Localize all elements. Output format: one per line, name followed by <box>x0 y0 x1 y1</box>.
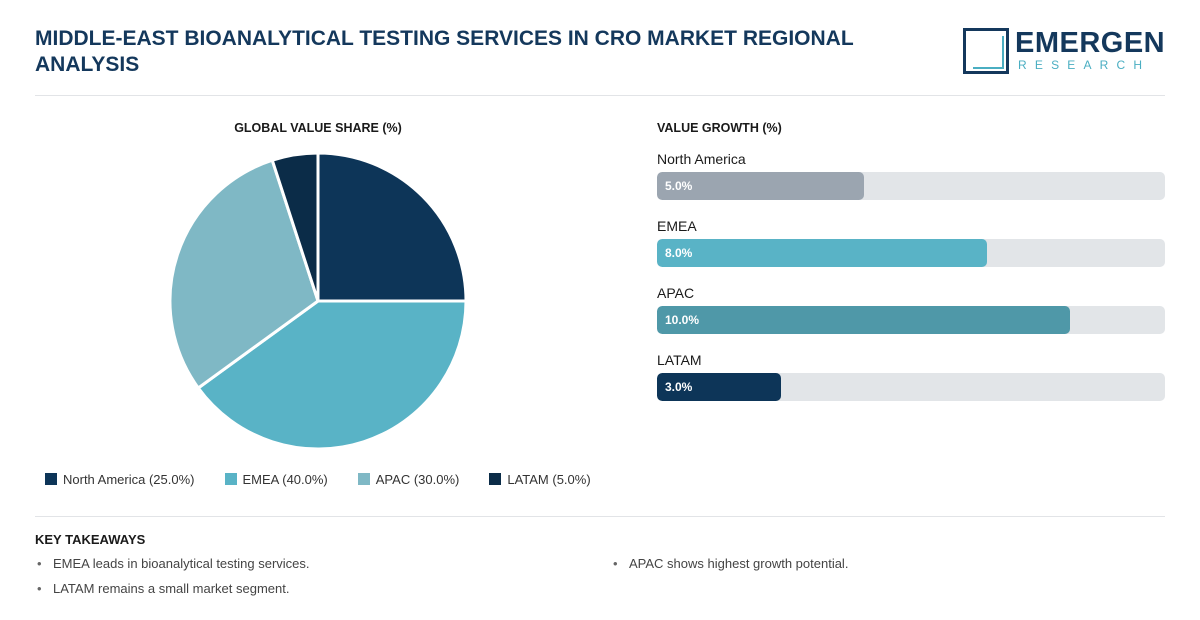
legend-label: EMEA (40.0%) <box>242 471 328 487</box>
bar-category-label: APAC <box>657 285 695 301</box>
takeaways-list-left: EMEA leads in bioanalytical testing serv… <box>35 556 310 606</box>
legend-item-north-america[interactable]: North America (25.0%) <box>45 472 195 487</box>
logo-subtitle: RESEARCH <box>1018 58 1151 72</box>
logo-mark-icon <box>963 28 1009 74</box>
bar-row-latam: LATAM 3.0% <box>657 351 1165 418</box>
legend-swatch <box>224 473 237 485</box>
legend-swatch <box>357 473 370 485</box>
takeaway-item: EMEA leads in bioanalytical testing serv… <box>35 556 310 572</box>
legend-label: APAC (30.0%) <box>375 471 460 487</box>
emergen-research-logo[interactable]: EMERGEN RESEARCH <box>963 27 1165 74</box>
header: MIDDLE-EAST BIOANALYTICAL TESTING SERVIC… <box>35 24 1165 96</box>
pie-legend: North America (25.0%) EMEA (40.0%) APAC … <box>45 470 591 488</box>
bar-fill-apac[interactable] <box>657 306 1070 334</box>
growth-bar-chart: North America 5.0% EMEA 8.0% APAC 10.0% … <box>657 150 1165 418</box>
bar-track: 8.0% <box>657 239 1165 267</box>
key-takeaways-title: KEY TAKEAWAYS <box>35 532 146 547</box>
bar-category-label: North America <box>657 151 746 167</box>
takeaways-list-right: APAC shows highest growth potential. <box>611 556 848 581</box>
bar-value-label: 3.0% <box>665 380 693 394</box>
section-divider <box>35 516 1165 517</box>
page-title: MIDDLE-EAST BIOANALYTICAL TESTING SERVIC… <box>35 27 854 76</box>
bar-fill-emea[interactable] <box>657 239 988 267</box>
bar-row-apac: APAC 10.0% <box>657 284 1165 351</box>
bar-row-north-america: North America 5.0% <box>657 150 1165 217</box>
bar-value-label: 8.0% <box>665 246 693 260</box>
bar-fill-latam[interactable] <box>657 373 781 401</box>
legend-swatch <box>489 473 502 485</box>
bar-fill-north-america[interactable] <box>657 172 864 200</box>
bar-row-emea: EMEA 8.0% <box>657 217 1165 284</box>
pie-chart-title: GLOBAL VALUE SHARE (%) <box>234 121 402 135</box>
bar-value-label: 10.0% <box>665 313 700 327</box>
bar-category-label: LATAM <box>657 352 702 368</box>
pie-slice-latam[interactable] <box>270 151 320 303</box>
bar-value-label: 5.0% <box>665 179 693 193</box>
takeaway-item: APAC shows highest growth potential. <box>611 556 848 572</box>
bar-category-label: EMEA <box>657 218 697 234</box>
legend-item-apac[interactable]: APAC (30.0%) <box>357 471 460 487</box>
legend-item-latam[interactable]: LATAM (5.0%) <box>489 471 591 487</box>
pie-slice-emea[interactable] <box>196 299 468 451</box>
bar-track: 3.0% <box>657 373 1165 401</box>
legend-label: LATAM (5.0%) <box>507 471 591 487</box>
pie-slice-apac[interactable] <box>168 158 320 390</box>
legend-swatch <box>45 473 57 485</box>
logo-wordmark: EMERGEN <box>1015 27 1166 59</box>
bar-track: 10.0% <box>657 306 1165 334</box>
legend-item-emea[interactable]: EMEA (40.0%) <box>224 471 328 487</box>
bar-chart-title: VALUE GROWTH (%) <box>657 121 782 135</box>
pie-chart <box>168 151 468 451</box>
legend-label: North America (25.0%) <box>63 471 195 487</box>
pie-slice-north-america[interactable] <box>316 151 468 303</box>
takeaway-item: LATAM remains a small market segment. <box>35 581 310 597</box>
bar-track: 5.0% <box>657 172 1165 200</box>
